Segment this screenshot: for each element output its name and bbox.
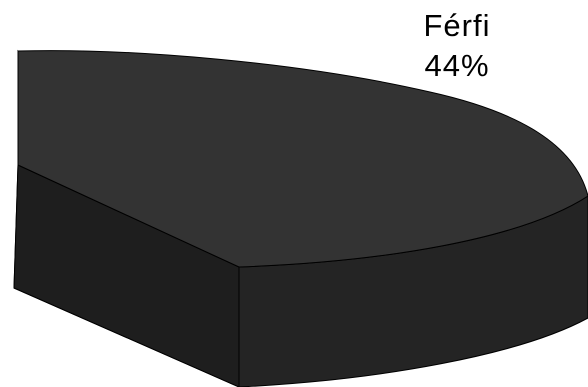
slice-percent: 44% bbox=[424, 48, 490, 83]
slice-label-ferfi: Férfi 44% bbox=[402, 6, 512, 86]
slice-top-face bbox=[17, 50, 588, 268]
slice-name: Férfi bbox=[423, 8, 491, 43]
